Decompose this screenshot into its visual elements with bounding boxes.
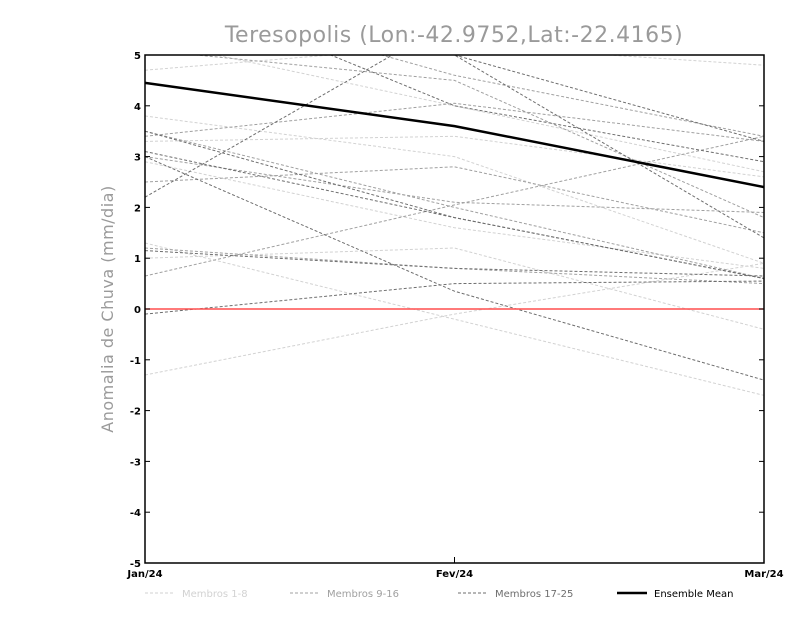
- y-tick-label: 5: [134, 51, 141, 62]
- series-line-g1-7: [145, 161, 764, 269]
- series-line-g2-13: [379, 55, 764, 137]
- y-tick-label: -5: [130, 559, 141, 570]
- series-line-g3-18: [452, 55, 764, 142]
- series-line-g2-12: [145, 135, 764, 277]
- series-line-g1-8: [213, 55, 764, 173]
- series-line-g1-1: [145, 55, 764, 71]
- x-tick-label: Fev/24: [436, 569, 473, 580]
- series-line-g2-10: [191, 55, 764, 219]
- legend-label-g2: Membros 9-16: [327, 589, 399, 600]
- y-tick-label: -1: [130, 356, 141, 367]
- series-line-g1-4: [145, 242, 764, 396]
- ensemble-mean-line: [145, 81, 764, 189]
- series-line-g3-19: [145, 151, 764, 279]
- x-axis-ticks: Jan/24 Fev/24 Mar/24: [126, 557, 784, 580]
- series-line-g3-21: [145, 280, 764, 315]
- series-line-g2-9: [145, 102, 764, 142]
- legend-label-mean: Ensemble Mean: [654, 589, 733, 600]
- y-tick-label: -2: [130, 407, 141, 418]
- y-tick-label: 4: [134, 102, 141, 113]
- x-tick-label: Mar/24: [744, 569, 783, 580]
- legend-label-g1: Membros 1-8: [182, 589, 248, 600]
- y-axis-label: Anomalia de Chuva (mm/dia): [98, 185, 117, 432]
- chart-title: Teresopolis (Lon:-42.9752,Lat:-22.4165): [224, 23, 683, 48]
- legend: Membros 1-8 Membros 9-16 Membros 17-25 Ense…: [145, 589, 733, 600]
- y-tick-label: -4: [130, 508, 141, 519]
- series-line-g1-5: [145, 262, 764, 376]
- x-tick-label: Jan/24: [126, 569, 162, 580]
- series-line-g2-15: [145, 130, 764, 279]
- y-tick-label: 0: [134, 305, 141, 316]
- y-tick-label: -3: [130, 457, 141, 468]
- series-line-g3-22: [145, 250, 764, 277]
- y-axis-ticks: -5 -4 -3 -2 -1 0 1 2 3 4 5: [130, 51, 764, 570]
- series-line-g1-2: [145, 115, 764, 264]
- series-layer: [145, 55, 764, 396]
- series-line-g3-20: [145, 156, 764, 381]
- y-tick-label: 2: [134, 203, 141, 214]
- series-line-g2-14: [145, 166, 764, 234]
- ensemble-mean-layer: [145, 81, 764, 189]
- series-line-g1-3: [145, 135, 764, 178]
- y-tick-label: 1: [134, 254, 141, 265]
- y-tick-label: 3: [134, 153, 141, 164]
- legend-label-g3: Membros 17-25: [495, 589, 573, 600]
- series-line-g2-11: [145, 156, 764, 213]
- series-line-g3-24: [145, 130, 764, 279]
